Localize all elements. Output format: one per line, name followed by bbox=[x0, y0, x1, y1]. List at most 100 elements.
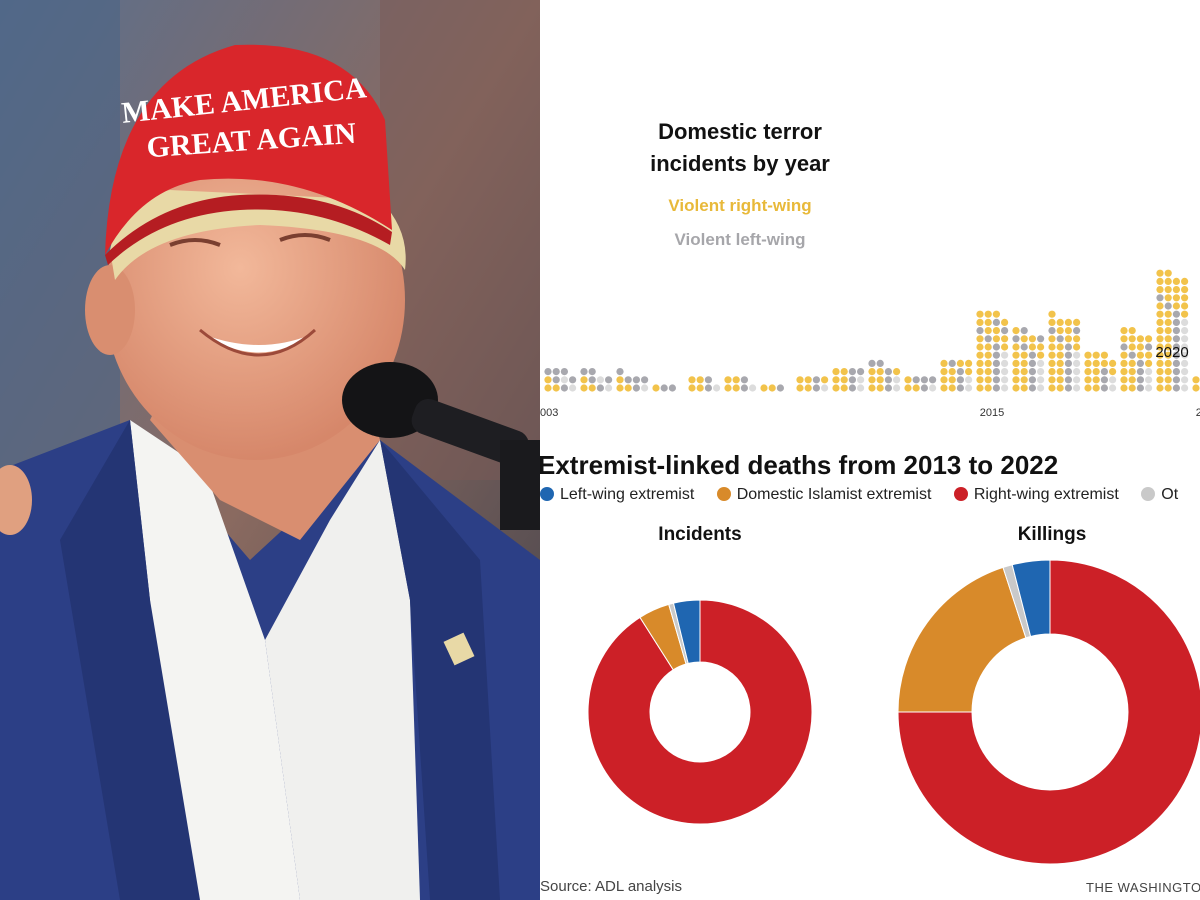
incident-dot bbox=[1056, 359, 1064, 367]
incident-dot bbox=[976, 310, 984, 318]
dot-chart-title: Domestic terror incidents by year bbox=[610, 116, 870, 180]
incident-dot bbox=[984, 310, 992, 318]
incident-dot bbox=[1164, 327, 1172, 335]
incident-dot bbox=[1181, 384, 1189, 392]
incident-dot bbox=[1001, 384, 1009, 392]
incident-dot bbox=[1164, 302, 1172, 310]
incident-dot bbox=[1056, 376, 1064, 384]
incident-dot bbox=[569, 376, 577, 384]
incident-dot bbox=[1164, 294, 1172, 302]
incident-dot bbox=[605, 384, 613, 392]
incident-dot bbox=[948, 368, 956, 376]
incident-dot bbox=[1156, 376, 1164, 384]
microphone bbox=[342, 362, 540, 530]
incident-dot bbox=[884, 376, 892, 384]
incident-dot bbox=[580, 384, 588, 392]
incident-dot bbox=[1120, 343, 1128, 351]
photo-panel: MAKE AMERICA GREAT AGAIN bbox=[0, 0, 540, 900]
speaker-photo: MAKE AMERICA GREAT AGAIN bbox=[0, 0, 540, 900]
incident-dot bbox=[1181, 277, 1189, 285]
incident-dot bbox=[1172, 351, 1180, 359]
incident-dot bbox=[1156, 343, 1164, 351]
incident-dot bbox=[1128, 368, 1136, 376]
incident-dot bbox=[1073, 368, 1081, 376]
incident-dot bbox=[984, 351, 992, 359]
incident-dot bbox=[1156, 327, 1164, 335]
incident-dot bbox=[740, 384, 748, 392]
incident-dot bbox=[1064, 318, 1072, 326]
incident-dot bbox=[1145, 335, 1153, 343]
dot-chart-title-line2: incidents by year bbox=[650, 151, 830, 176]
incident-dot bbox=[588, 384, 596, 392]
incident-dot bbox=[912, 376, 920, 384]
incident-dot bbox=[713, 384, 721, 392]
legend-label: Left-wing extremist bbox=[560, 486, 695, 503]
incidents-donut-slice bbox=[639, 603, 687, 671]
incident-dot bbox=[1181, 376, 1189, 384]
incident-dot bbox=[632, 376, 640, 384]
incident-dot bbox=[569, 384, 577, 392]
incident-dot bbox=[1156, 286, 1164, 294]
incident-dot bbox=[804, 384, 812, 392]
incident-dot bbox=[624, 376, 632, 384]
incident-dot bbox=[1028, 351, 1036, 359]
incident-dot bbox=[965, 359, 973, 367]
incident-dot bbox=[580, 368, 588, 376]
incident-dot bbox=[1136, 384, 1144, 392]
incident-dot bbox=[965, 384, 973, 392]
incident-dot bbox=[832, 384, 840, 392]
incident-dot bbox=[588, 368, 596, 376]
incident-dot bbox=[1164, 343, 1172, 351]
year-axis-label: 003 bbox=[540, 407, 558, 419]
incident-dot bbox=[588, 376, 596, 384]
incident-dot bbox=[940, 359, 948, 367]
incident-dot bbox=[632, 384, 640, 392]
incident-dot bbox=[596, 376, 604, 384]
incident-dot bbox=[868, 359, 876, 367]
incident-dot bbox=[1181, 368, 1189, 376]
highlight-year-label: 2020 bbox=[1155, 344, 1188, 361]
incidents-title: Incidents bbox=[658, 524, 742, 545]
dot-chart-title-line1: Domestic terror bbox=[658, 119, 822, 144]
incident-dot bbox=[732, 376, 740, 384]
incident-dot bbox=[580, 376, 588, 384]
incident-dot bbox=[1056, 335, 1064, 343]
incident-dot bbox=[1172, 310, 1180, 318]
incident-dot bbox=[1073, 376, 1081, 384]
incident-dot bbox=[956, 368, 964, 376]
incident-dot bbox=[560, 384, 568, 392]
incident-dot bbox=[929, 376, 937, 384]
incident-dot bbox=[1145, 351, 1153, 359]
incident-dot bbox=[1084, 351, 1092, 359]
incident-dot bbox=[1064, 343, 1072, 351]
incident-dot bbox=[1156, 384, 1164, 392]
incident-dot bbox=[1128, 359, 1136, 367]
incident-dot bbox=[984, 318, 992, 326]
incident-dot bbox=[1001, 376, 1009, 384]
incident-dot bbox=[1020, 359, 1028, 367]
incident-dot bbox=[984, 343, 992, 351]
incident-dot bbox=[1100, 359, 1108, 367]
incident-dot bbox=[652, 384, 660, 392]
incident-dot bbox=[704, 384, 712, 392]
incident-dot bbox=[992, 351, 1000, 359]
incident-dot bbox=[984, 359, 992, 367]
incident-dot bbox=[976, 351, 984, 359]
incident-dot bbox=[1172, 359, 1180, 367]
incident-dot bbox=[1020, 327, 1028, 335]
incident-dot bbox=[724, 384, 732, 392]
incident-dot bbox=[992, 343, 1000, 351]
incident-dot bbox=[1164, 277, 1172, 285]
incident-dot bbox=[992, 318, 1000, 326]
incident-dot bbox=[1156, 335, 1164, 343]
incident-dot bbox=[1172, 277, 1180, 285]
incident-dot bbox=[812, 376, 820, 384]
incident-dot bbox=[1084, 384, 1092, 392]
incident-dot bbox=[1120, 327, 1128, 335]
incident-dot bbox=[1028, 376, 1036, 384]
incident-dot bbox=[1084, 376, 1092, 384]
year-axis-label: 2015 bbox=[980, 407, 1004, 419]
incident-dot bbox=[1172, 376, 1180, 384]
incident-dot bbox=[1037, 384, 1045, 392]
incident-dot bbox=[749, 384, 757, 392]
